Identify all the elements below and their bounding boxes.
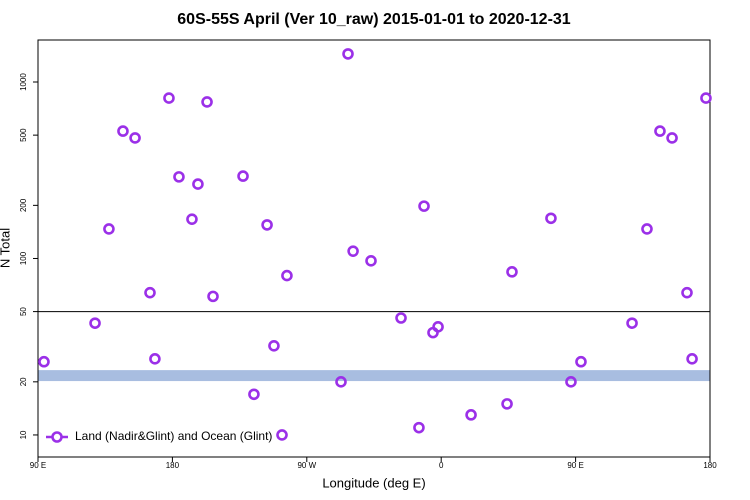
point <box>432 321 444 333</box>
point <box>163 92 175 104</box>
point <box>465 409 477 421</box>
y-tick-label: 50 <box>19 307 28 316</box>
point <box>103 223 115 235</box>
point <box>413 421 425 434</box>
point <box>686 353 698 365</box>
legend-label: Land (Nadir&Glint) and Ocean (Glint) <box>75 429 272 443</box>
point <box>565 376 577 388</box>
point <box>192 178 204 190</box>
point <box>248 388 260 401</box>
point <box>365 255 377 267</box>
point <box>666 132 678 144</box>
point <box>89 317 101 329</box>
point <box>335 376 347 388</box>
x-tick-label: 90 E <box>567 461 583 470</box>
point <box>201 96 213 108</box>
point <box>276 429 288 441</box>
point <box>501 398 513 410</box>
point <box>207 290 219 303</box>
chart-title: 60S-55S April (Ver 10_raw) 2015-01-01 to… <box>177 11 571 28</box>
x-tick-label: 180 <box>166 461 180 470</box>
point <box>38 355 50 368</box>
legend-marker <box>51 431 63 443</box>
y-tick-label: 20 <box>19 377 28 386</box>
point <box>144 286 156 299</box>
y-tick-label: 200 <box>19 198 28 212</box>
point <box>237 170 249 182</box>
point <box>186 213 198 225</box>
point <box>347 245 359 257</box>
point <box>342 48 354 60</box>
x-tick-label: 0 <box>439 461 444 470</box>
y-tick-label: 500 <box>19 128 28 142</box>
y-tick-label: 1000 <box>19 73 28 91</box>
point <box>173 171 185 183</box>
point <box>506 266 518 278</box>
point <box>117 125 129 137</box>
point <box>545 212 557 225</box>
y-tick-label: 100 <box>19 251 28 265</box>
plot-frame <box>37 39 711 458</box>
point <box>681 286 693 299</box>
point <box>149 353 161 365</box>
point <box>281 269 293 282</box>
x-axis-label: Longitude (deg E) <box>322 475 425 490</box>
point <box>261 219 273 231</box>
point <box>418 200 430 212</box>
point <box>268 340 280 352</box>
band <box>38 370 710 382</box>
x-tick-label: 90 W <box>297 461 316 470</box>
point <box>395 312 407 324</box>
y-tick-label: 10 <box>19 430 28 439</box>
point <box>641 223 653 235</box>
point <box>129 132 141 144</box>
point <box>654 125 666 137</box>
point <box>626 317 638 329</box>
point <box>700 92 712 104</box>
x-tick-label: 180 <box>703 461 717 470</box>
y-axis-label: N Total <box>0 228 12 268</box>
point <box>575 355 587 368</box>
x-tick-label: 90 E <box>30 461 46 470</box>
